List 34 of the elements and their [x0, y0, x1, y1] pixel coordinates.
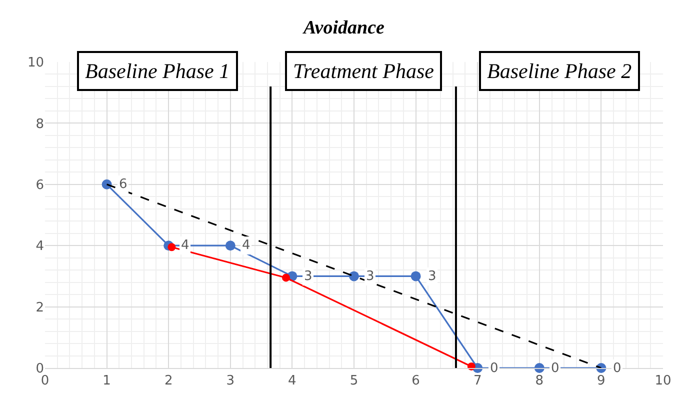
x-tick-label: 5	[350, 374, 358, 389]
point	[225, 240, 236, 251]
x-tick-label: 9	[597, 374, 606, 389]
x-tick-label: 7	[473, 374, 482, 389]
data-label: 3	[304, 269, 312, 284]
annotation: Baseline Phase 2	[487, 59, 632, 83]
data-label: 0	[490, 361, 498, 376]
x-tick-label: 2	[164, 374, 173, 389]
data-label: 4	[242, 238, 250, 253]
data-label: 0	[551, 361, 560, 376]
y-tick-label: 2	[36, 300, 44, 316]
y-tick-label: 4	[36, 239, 44, 254]
x-tick-label: 3	[226, 374, 235, 389]
x-tick-label: 1	[102, 374, 111, 389]
y-tick-label: 0	[36, 362, 44, 377]
point	[349, 271, 359, 282]
y-tick-label: 6	[36, 178, 44, 193]
data-label: 3	[428, 269, 436, 284]
y-tick-label: 8	[36, 116, 44, 132]
annotation: Treatment Phase	[293, 59, 434, 83]
x-tick-label: 6	[412, 374, 420, 389]
data-label: 4	[181, 238, 190, 253]
point	[168, 243, 176, 252]
data-label: 6	[119, 177, 128, 192]
x-tick-label: 8	[535, 374, 544, 389]
point	[282, 274, 290, 282]
x-tick-label: 10	[654, 374, 672, 389]
data-label: 0	[613, 361, 622, 376]
chart-title: Avoidance	[302, 17, 386, 38]
y-tick-label: 10	[27, 56, 44, 71]
annotation: Baseline Phase 1	[85, 59, 230, 83]
data-label: 3	[366, 269, 374, 284]
point	[410, 271, 421, 282]
x-tick-label: 4	[288, 374, 296, 389]
